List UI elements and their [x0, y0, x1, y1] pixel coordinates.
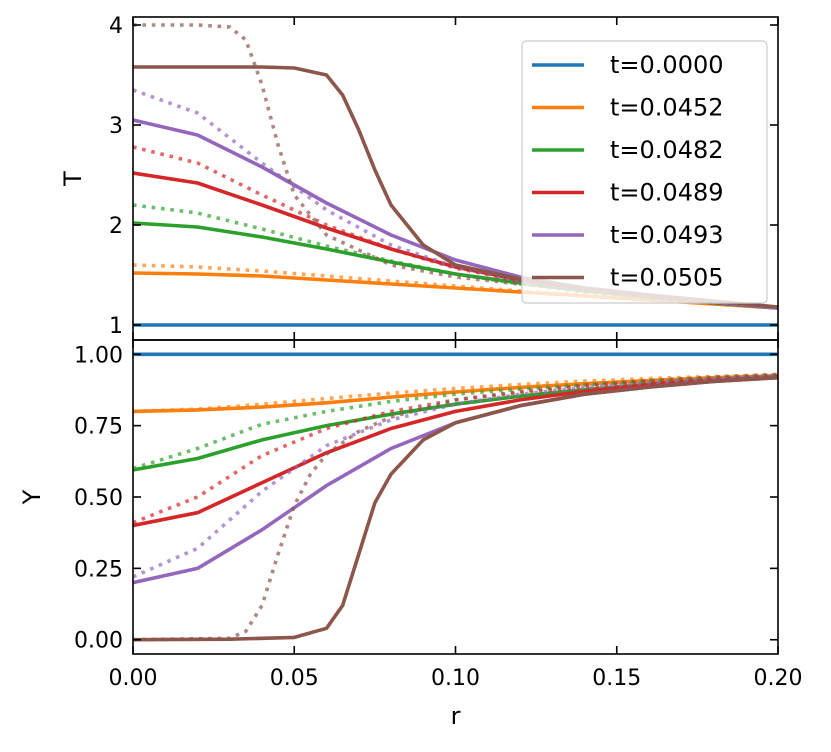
legend-label: t=0.0482 — [610, 136, 724, 164]
panel-top: 1 2 3 4 Tt=0.0000 t=0.0452 t=0.0482 t=0.0489 t=0… — [59, 14, 779, 341]
y-axis-label: Y — [18, 489, 46, 505]
legend-label: t=0.0493 — [610, 221, 724, 249]
y-tick-label: 0.50 — [74, 486, 123, 511]
series-group — [133, 352, 778, 642]
series-line-t-0-0493-dotted- — [133, 88, 778, 310]
y-tick-label: 0.75 — [74, 415, 123, 440]
legend-label: t=0.0489 — [610, 179, 724, 207]
x-tick-label: 0.10 — [431, 666, 480, 691]
y-tick-label: 3 — [109, 114, 123, 139]
y-tick-label: 2 — [109, 214, 123, 239]
y-tick-label: 1.00 — [74, 343, 123, 368]
legend-label: t=0.0452 — [610, 94, 724, 122]
x-tick-label: 0.15 — [592, 666, 641, 691]
y-axis-label: T — [59, 171, 87, 187]
y-tick-label: 0.25 — [74, 557, 123, 582]
y-tick-label: 1 — [109, 314, 123, 339]
x-tick-label: 0.05 — [270, 666, 319, 691]
series-line-t-0-0505 — [133, 375, 778, 642]
y-tick-label: 0.00 — [74, 629, 123, 654]
x-axis-label: r — [451, 702, 461, 730]
legend-label: t=0.0505 — [610, 264, 724, 292]
y-tick-label: 4 — [109, 14, 123, 39]
series-line-t-0-0505-dotted- — [133, 372, 778, 642]
panel-bottom: 0.00 0.25 0.50 0.75 1.00 0.00 0.05 0.10 0.15 0.20… — [18, 339, 803, 730]
series-line-t-0-0489-dotted- — [133, 145, 778, 310]
x-tick-label: 0.00 — [109, 666, 158, 691]
x-tick-label: 0.20 — [754, 666, 803, 691]
legend-label: t=0.0000 — [610, 51, 724, 79]
